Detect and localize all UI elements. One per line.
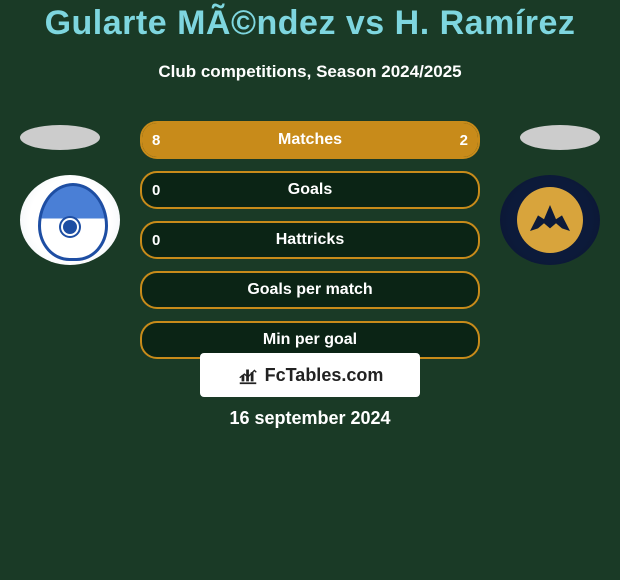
- stat-bar-left-value: 0: [152, 223, 182, 257]
- stat-bar-0: Matches8 2: [140, 121, 480, 159]
- stat-bar-right-value: [438, 223, 468, 257]
- bar-chart-icon: [237, 364, 259, 386]
- stat-bar-right-value: [438, 173, 468, 207]
- date-text: 16 september 2024: [0, 408, 620, 429]
- stat-bar-3: Goals per match: [140, 271, 480, 309]
- comparison-card: Gularte MÃ©ndez vs H. Ramírez Club compe…: [0, 0, 620, 580]
- stat-bar-1: Goals0: [140, 171, 480, 209]
- stat-bar-left-value: 8: [152, 123, 182, 157]
- stat-bar-right-value: [438, 323, 468, 357]
- stat-bar-label: Hattricks: [142, 223, 478, 257]
- stat-bar-left-value: 0: [152, 173, 182, 207]
- team-right-logo: [500, 175, 600, 265]
- puebla-crest-icon: [20, 175, 120, 265]
- stat-bars: Matches82Goals0Hattricks0Goals per match…: [140, 121, 480, 371]
- stat-bar-2: Hattricks0: [140, 221, 480, 259]
- team-left-logo: [20, 175, 120, 265]
- stat-bar-label: Goals per match: [142, 273, 478, 307]
- brand-text: FcTables.com: [265, 365, 384, 386]
- pumas-crest-icon: [500, 175, 600, 265]
- stat-bar-left-value: [152, 323, 182, 357]
- stat-bar-right-value: [438, 273, 468, 307]
- left-flag-placeholder: [20, 125, 100, 150]
- right-flag-placeholder: [520, 125, 600, 150]
- page-title: Gularte MÃ©ndez vs H. Ramírez: [0, 4, 620, 43]
- stat-bar-right-value: 2: [438, 123, 468, 157]
- brand-badge: FcTables.com: [200, 353, 420, 397]
- stat-bar-label: Min per goal: [142, 323, 478, 357]
- stat-bar-label: Goals: [142, 173, 478, 207]
- page-subtitle: Club competitions, Season 2024/2025: [0, 62, 620, 82]
- stat-bar-left-value: [152, 273, 182, 307]
- stat-bar-label: Matches: [142, 123, 478, 157]
